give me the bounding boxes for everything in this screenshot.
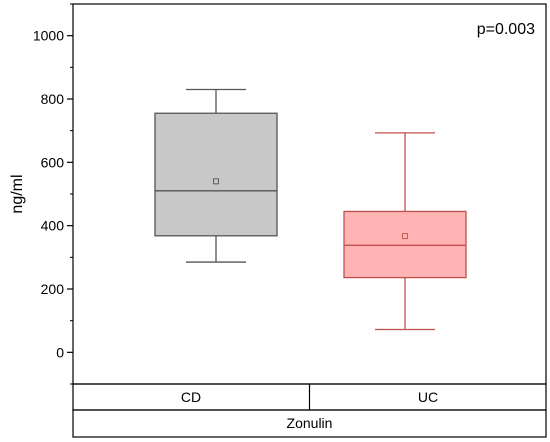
- category-label-cd: CD: [181, 389, 201, 405]
- mean-marker: [213, 178, 219, 185]
- group-band: [72, 409, 547, 438]
- box-uc: [343, 132, 467, 331]
- box-cd: [154, 88, 278, 263]
- y-tick-label: 200: [41, 281, 65, 297]
- y-tick-label: 800: [41, 91, 65, 107]
- y-tick-label: 600: [41, 154, 65, 170]
- group-label: Zonulin: [287, 415, 333, 431]
- plot-frame: [72, 3, 547, 385]
- mean-marker: [402, 233, 408, 240]
- iqr-box: [343, 210, 467, 279]
- category-label-uc: UC: [418, 389, 438, 405]
- y-axis-label: ng/ml: [9, 174, 26, 213]
- p-value-annotation: p=0.003: [477, 21, 535, 38]
- y-tick-label: 1000: [33, 28, 64, 44]
- y-tick-label: 0: [56, 344, 64, 360]
- iqr-box: [154, 112, 278, 237]
- y-axis: 0 200 400 600 800 1000: [33, 3, 73, 385]
- y-tick-label: 400: [41, 218, 65, 234]
- boxes: [154, 88, 467, 331]
